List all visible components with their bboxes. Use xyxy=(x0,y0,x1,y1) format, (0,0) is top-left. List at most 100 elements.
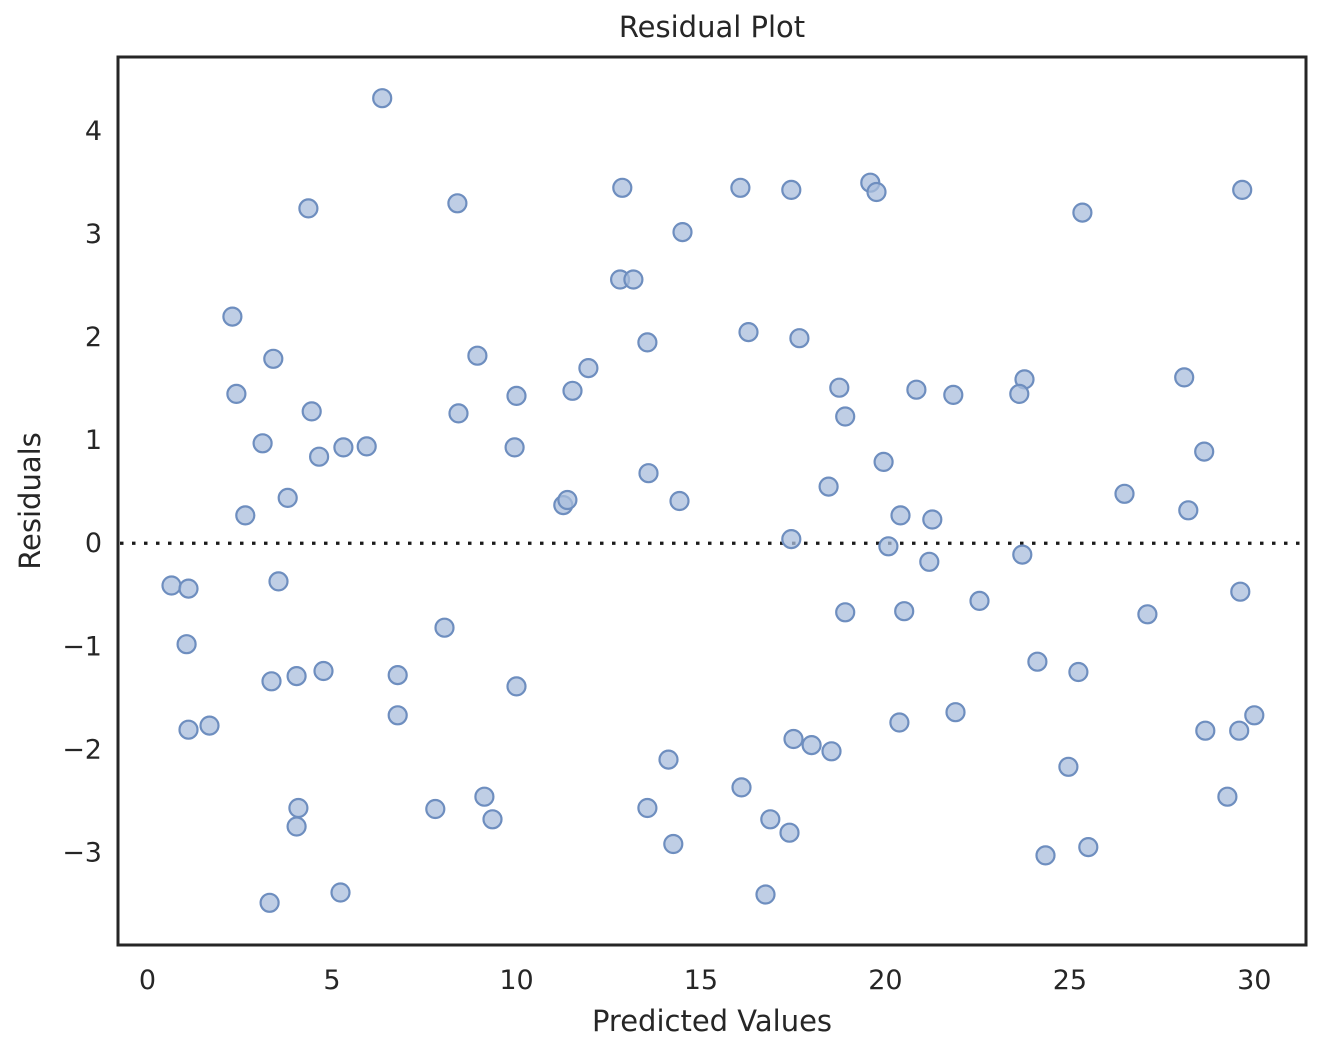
data-point xyxy=(1178,500,1199,521)
data-point xyxy=(1229,720,1250,741)
data-point xyxy=(781,528,802,550)
data-point xyxy=(738,322,759,343)
data-point xyxy=(277,487,298,508)
data-point xyxy=(1230,581,1251,602)
data-point xyxy=(789,328,810,349)
data-point xyxy=(387,705,408,726)
data-point xyxy=(482,809,503,830)
data-point xyxy=(637,332,658,353)
data-point xyxy=(922,509,943,530)
data-point xyxy=(387,664,408,686)
data-point xyxy=(894,601,915,622)
data-point xyxy=(235,505,256,526)
data-point xyxy=(286,816,307,837)
data-point xyxy=(199,715,220,736)
data-point xyxy=(578,358,599,379)
data-point xyxy=(313,660,334,682)
data-point xyxy=(906,379,927,400)
data-point xyxy=(1068,661,1089,683)
data-point xyxy=(1114,483,1135,504)
data-point xyxy=(612,177,633,198)
data-point xyxy=(425,798,446,820)
data-point xyxy=(178,719,199,740)
axes-frame xyxy=(116,55,1308,947)
data-point xyxy=(330,882,351,903)
data-point xyxy=(474,786,495,807)
data-point xyxy=(1072,202,1093,223)
y-tick-label: 1 xyxy=(85,425,102,456)
data-point xyxy=(222,306,243,327)
data-point xyxy=(835,602,856,623)
data-point xyxy=(372,88,393,109)
data-point xyxy=(945,702,966,723)
data-point xyxy=(562,380,583,401)
data-point xyxy=(298,198,319,219)
data-point xyxy=(434,617,455,638)
data-point xyxy=(178,578,199,599)
data-point xyxy=(889,712,910,733)
data-point xyxy=(890,505,911,526)
data-point xyxy=(333,437,354,458)
x-tick-label: 15 xyxy=(684,965,718,996)
data-point xyxy=(730,177,751,198)
data-point xyxy=(1194,441,1215,462)
data-point xyxy=(1195,720,1216,741)
data-point xyxy=(1009,383,1030,404)
data-point xyxy=(818,476,839,497)
data-point xyxy=(1244,705,1265,726)
data-point xyxy=(301,401,322,422)
data-point xyxy=(504,437,525,458)
x-tick-label: 5 xyxy=(323,965,340,996)
data-point xyxy=(638,463,659,484)
data-point xyxy=(467,345,488,366)
data-point xyxy=(268,571,289,592)
data-point xyxy=(1137,604,1158,625)
data-point xyxy=(286,665,307,687)
data-point xyxy=(866,181,887,203)
data-point xyxy=(356,436,377,457)
data-point xyxy=(835,406,856,427)
y-tick-label: −1 xyxy=(62,631,102,662)
y-tick-label: 3 xyxy=(85,219,102,250)
data-point xyxy=(252,433,273,454)
chart-title: Residual Plot xyxy=(618,10,806,44)
x-tick-label: 0 xyxy=(139,965,156,996)
data-point xyxy=(506,385,527,406)
data-point xyxy=(1232,179,1253,200)
data-point xyxy=(873,451,894,472)
data-point xyxy=(669,490,690,512)
data-point xyxy=(672,222,693,243)
data-point xyxy=(226,383,247,404)
data-point xyxy=(309,446,330,467)
data-point xyxy=(259,892,280,913)
data-point xyxy=(919,551,940,572)
data-point xyxy=(1078,836,1099,858)
data-point xyxy=(878,536,899,557)
data-point xyxy=(288,797,309,819)
data-point xyxy=(506,676,527,697)
data-point xyxy=(1217,786,1238,807)
x-axis-label: Predicted Values xyxy=(591,1004,833,1038)
data-point xyxy=(760,809,781,830)
y-tick-label: −2 xyxy=(62,734,102,765)
data-point xyxy=(1027,651,1048,672)
data-point xyxy=(1058,756,1079,777)
data-point xyxy=(821,741,842,762)
data-point xyxy=(658,749,679,770)
data-point xyxy=(263,348,284,369)
x-tick-label: 10 xyxy=(499,965,533,996)
x-tick-label: 25 xyxy=(1053,965,1087,996)
data-point xyxy=(755,884,776,905)
data-point xyxy=(801,734,822,756)
data-point xyxy=(731,777,752,798)
y-tick-label: 4 xyxy=(85,116,102,147)
data-point xyxy=(176,634,197,655)
x-tick-label: 20 xyxy=(868,965,902,996)
y-tick-label: 2 xyxy=(85,322,102,353)
data-point xyxy=(261,671,282,692)
data-point xyxy=(447,193,468,214)
x-tick-label: 30 xyxy=(1237,965,1271,996)
data-point xyxy=(829,377,850,398)
